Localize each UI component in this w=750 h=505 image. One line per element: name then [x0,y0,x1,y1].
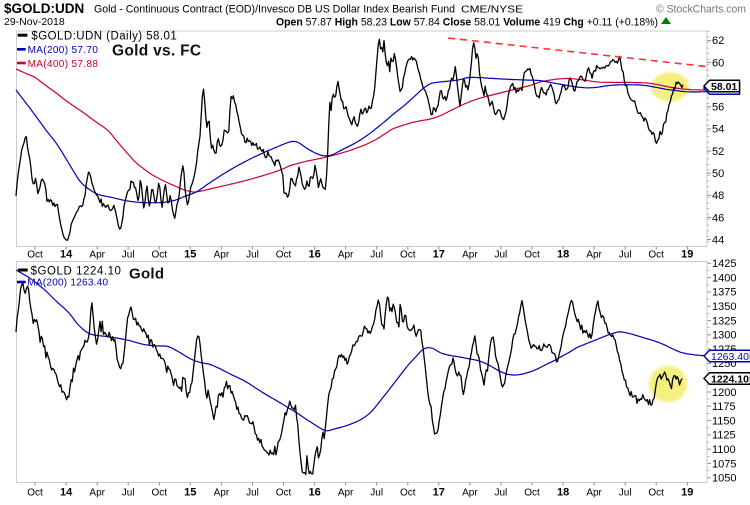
svg-text:Oct: Oct [524,488,540,499]
svg-text:14: 14 [60,249,73,261]
svg-text:Jul: Jul [122,488,135,499]
svg-text:15: 15 [184,487,196,499]
svg-text:Apr: Apr [214,488,230,499]
svg-text:19: 19 [681,249,693,261]
svg-text:14: 14 [60,487,73,499]
svg-text:Apr: Apr [89,488,105,499]
svg-text:1075: 1075 [712,458,736,470]
svg-text:1325: 1325 [712,315,736,327]
svg-text:56: 56 [712,102,724,114]
svg-text:Apr: Apr [586,488,602,499]
svg-text:CME/NYSE: CME/NYSE [461,4,523,16]
svg-text:62: 62 [712,35,724,47]
svg-text:Apr: Apr [462,250,478,261]
svg-text:46: 46 [712,212,724,224]
svg-text:Oct: Oct [400,488,416,499]
svg-text:Oct: Oct [648,250,664,261]
svg-text:19: 19 [681,487,693,499]
svg-text:1150: 1150 [712,415,736,427]
svg-text:52: 52 [712,146,724,158]
svg-text:Apr: Apr [462,488,478,499]
svg-text:Jul: Jul [246,250,259,261]
svg-text:18: 18 [557,487,569,499]
svg-text:Oct: Oct [152,250,168,261]
svg-text:Gold: Gold [129,266,164,283]
svg-text:$GOLD:UDN: $GOLD:UDN [4,1,84,16]
svg-text:15: 15 [184,249,196,261]
svg-text:MA(400) 57.88: MA(400) 57.88 [28,59,99,70]
svg-text:Jul: Jul [370,250,383,261]
svg-text:MA(200) 57.70: MA(200) 57.70 [28,45,99,56]
svg-text:17: 17 [433,487,445,499]
svg-text:Jul: Jul [495,250,508,261]
svg-text:Apr: Apr [89,250,105,261]
svg-text:© StockCharts.com: © StockCharts.com [656,4,746,16]
svg-text:Oct: Oct [27,488,43,499]
svg-text:29-Nov-2018: 29-Nov-2018 [4,16,65,28]
svg-text:1050: 1050 [712,473,736,485]
svg-text:1263.40: 1263.40 [711,351,749,363]
svg-text:$GOLD 1224.10: $GOLD 1224.10 [31,266,122,278]
svg-text:Apr: Apr [586,250,602,261]
svg-text:16: 16 [308,487,320,499]
svg-text:1175: 1175 [712,401,736,413]
svg-text:16: 16 [308,249,320,261]
svg-text:Jul: Jul [619,488,632,499]
svg-text:Oct: Oct [648,488,664,499]
svg-text:1350: 1350 [712,301,736,313]
svg-text:Apr: Apr [338,250,354,261]
svg-text:1375: 1375 [712,287,736,299]
svg-text:1100: 1100 [712,444,736,456]
svg-text:Gold vs. FC: Gold vs. FC [112,43,201,60]
svg-text:Jul: Jul [122,250,135,261]
svg-text:1125: 1125 [712,430,736,442]
svg-text:1300: 1300 [712,330,736,342]
svg-text:48: 48 [712,190,724,202]
svg-text:Oct: Oct [27,250,43,261]
svg-text:1425: 1425 [712,258,736,270]
svg-text:60: 60 [712,57,724,69]
svg-text:Open 57.87 High 58.23 Low 57.8: Open 57.87 High 58.23 Low 57.84 Close 58… [276,17,658,29]
svg-text:MA(200) 1263.40: MA(200) 1263.40 [27,277,108,288]
svg-text:44: 44 [712,234,724,246]
svg-text:Oct: Oct [276,488,292,499]
svg-text:Gold - Continuous Contract (EO: Gold - Continuous Contract (EOD)/Invesco… [94,4,455,16]
svg-text:Jul: Jul [619,250,632,261]
svg-text:54: 54 [712,124,724,136]
svg-text:Jul: Jul [495,488,508,499]
svg-text:18: 18 [557,249,569,261]
svg-text:Oct: Oct [276,250,292,261]
svg-text:$GOLD:UDN (Daily) 58.01: $GOLD:UDN (Daily) 58.01 [31,31,177,43]
svg-text:1200: 1200 [712,387,736,399]
svg-text:58.01: 58.01 [711,81,737,93]
svg-text:50: 50 [712,168,724,180]
svg-text:Oct: Oct [524,250,540,261]
svg-text:1400: 1400 [712,272,736,284]
svg-text:Apr: Apr [338,488,354,499]
svg-text:Jul: Jul [370,488,383,499]
svg-text:17: 17 [433,249,445,261]
svg-text:Jul: Jul [246,488,259,499]
svg-text:Oct: Oct [400,250,416,261]
svg-text:Apr: Apr [214,250,230,261]
svg-text:1224.10: 1224.10 [711,373,749,385]
svg-text:Oct: Oct [152,488,168,499]
